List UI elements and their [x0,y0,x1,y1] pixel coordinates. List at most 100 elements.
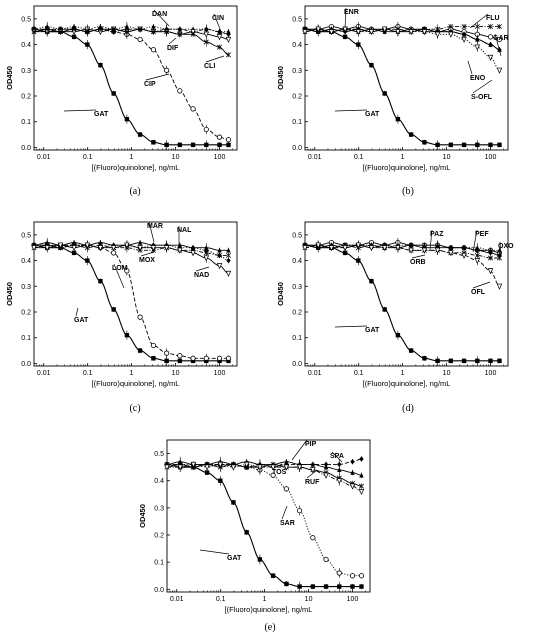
y-tick-label: 0.4 [21,42,31,49]
label-arrow [148,221,155,243]
label-arrow [63,109,97,112]
data-point-nad [177,247,183,254]
data-point-ofl [381,245,388,252]
y-tick-label: 0.5 [21,16,31,23]
data-point-mox [203,250,209,256]
y-tick-label: 0.0 [292,145,302,152]
series-line-sar [167,463,362,577]
data-point-ruf [349,483,356,490]
y-tick-label: 0.3 [292,68,302,75]
series-line-lom [34,244,229,359]
y-tick-label: 0.0 [154,587,164,594]
x-tick-label: 10 [172,154,180,161]
data-point-gat [497,142,502,148]
data-point-cli [84,29,90,35]
label-arrow [334,109,368,112]
label-arrow [411,254,426,259]
data-point-gat [435,142,440,148]
series-label-gar: GAR [493,35,509,42]
series-label-eno: ENO [470,75,486,82]
series-label-gat: GAT [94,111,109,118]
x-axis-label: [(Fluoro)quinolone], ng/mL [363,379,451,388]
data-point-spa [310,461,316,468]
x-axis-label: [(Fluoro)quinolone], ng/mL [92,163,180,172]
data-point-s-ofl [474,44,481,51]
data-point-s-ofl [421,29,428,36]
plot-frame [304,221,509,367]
data-point-ruf [204,464,210,471]
data-point-gat [337,584,342,589]
data-point-nad [150,245,157,252]
data-point-gat [177,142,183,148]
label-arrow [499,241,502,257]
data-point-gat [461,358,467,364]
y-tick-label: 0.5 [292,16,302,23]
series-line-ruf [167,463,362,493]
data-point-s-ofl [408,29,414,36]
series-s-ofl [302,24,503,74]
y-axis-label: OD450 [5,66,14,90]
data-point-cli [111,26,117,32]
data-point-flu [448,24,454,30]
y-tick-label: 0.5 [154,451,164,458]
label-arrow [199,549,230,555]
series-label-orb: ORB [410,259,426,266]
series-label-dif: DIF [167,45,179,52]
y-tick-label: 0.1 [21,119,31,126]
x-tick-label: 0.1 [83,154,93,161]
data-point-ofl [302,245,308,252]
data-point-nad [84,242,91,249]
panel-caption: (b) [402,186,414,197]
data-point-gat [270,573,276,578]
data-point-ofl [342,245,348,252]
label-arrow [281,505,288,520]
data-point-cip [150,47,157,53]
series-line-enr [305,26,500,40]
x-tick-label: 10 [172,370,180,377]
y-tick-label: 0.2 [154,533,164,540]
data-point-cin [177,26,183,32]
data-point-ruf [190,461,197,468]
series-label-sar: SAR [280,520,295,527]
data-point-nad [71,245,77,252]
data-point-s-ofl [328,29,335,36]
y-tick-label: 0.4 [21,258,31,265]
data-point-gat [408,132,414,137]
x-tick-label: 100 [214,154,226,161]
data-point-nad [44,245,50,252]
data-point-sar [336,570,342,576]
data-point-gat [448,358,454,364]
y-tick-label: 0.2 [292,94,302,101]
data-point-gat [284,581,289,587]
label-arrow [205,55,225,63]
data-point-ofl [461,252,467,259]
x-tick-label: 0.1 [354,154,364,161]
data-point-gat [382,91,387,96]
series-line-cli [33,28,229,56]
data-point-gat [231,500,236,505]
series-line-spa [167,458,362,468]
series-label-flu: FLU [486,15,500,22]
data-point-gat [342,250,348,256]
data-point-cip [137,36,143,43]
data-point-cli [124,29,130,35]
data-point-tos [359,483,364,489]
data-point-ruf [283,464,290,471]
data-point-nal [226,257,231,264]
data-point-gat [111,307,116,312]
data-point-lom [164,350,170,356]
data-point-gat [226,142,231,148]
data-point-mox [217,252,222,258]
data-point-cli [177,31,183,37]
label-arrow [213,13,223,35]
series-gat [31,26,231,150]
data-point-eno [475,36,480,42]
data-point-gat [408,348,414,353]
data-point-oxo [448,245,454,251]
data-point-pip [284,459,289,464]
data-point-gat [422,356,427,361]
y-tick-label: 0.0 [292,361,302,368]
label-arrow [334,325,368,328]
series-label-gat: GAT [227,555,242,562]
